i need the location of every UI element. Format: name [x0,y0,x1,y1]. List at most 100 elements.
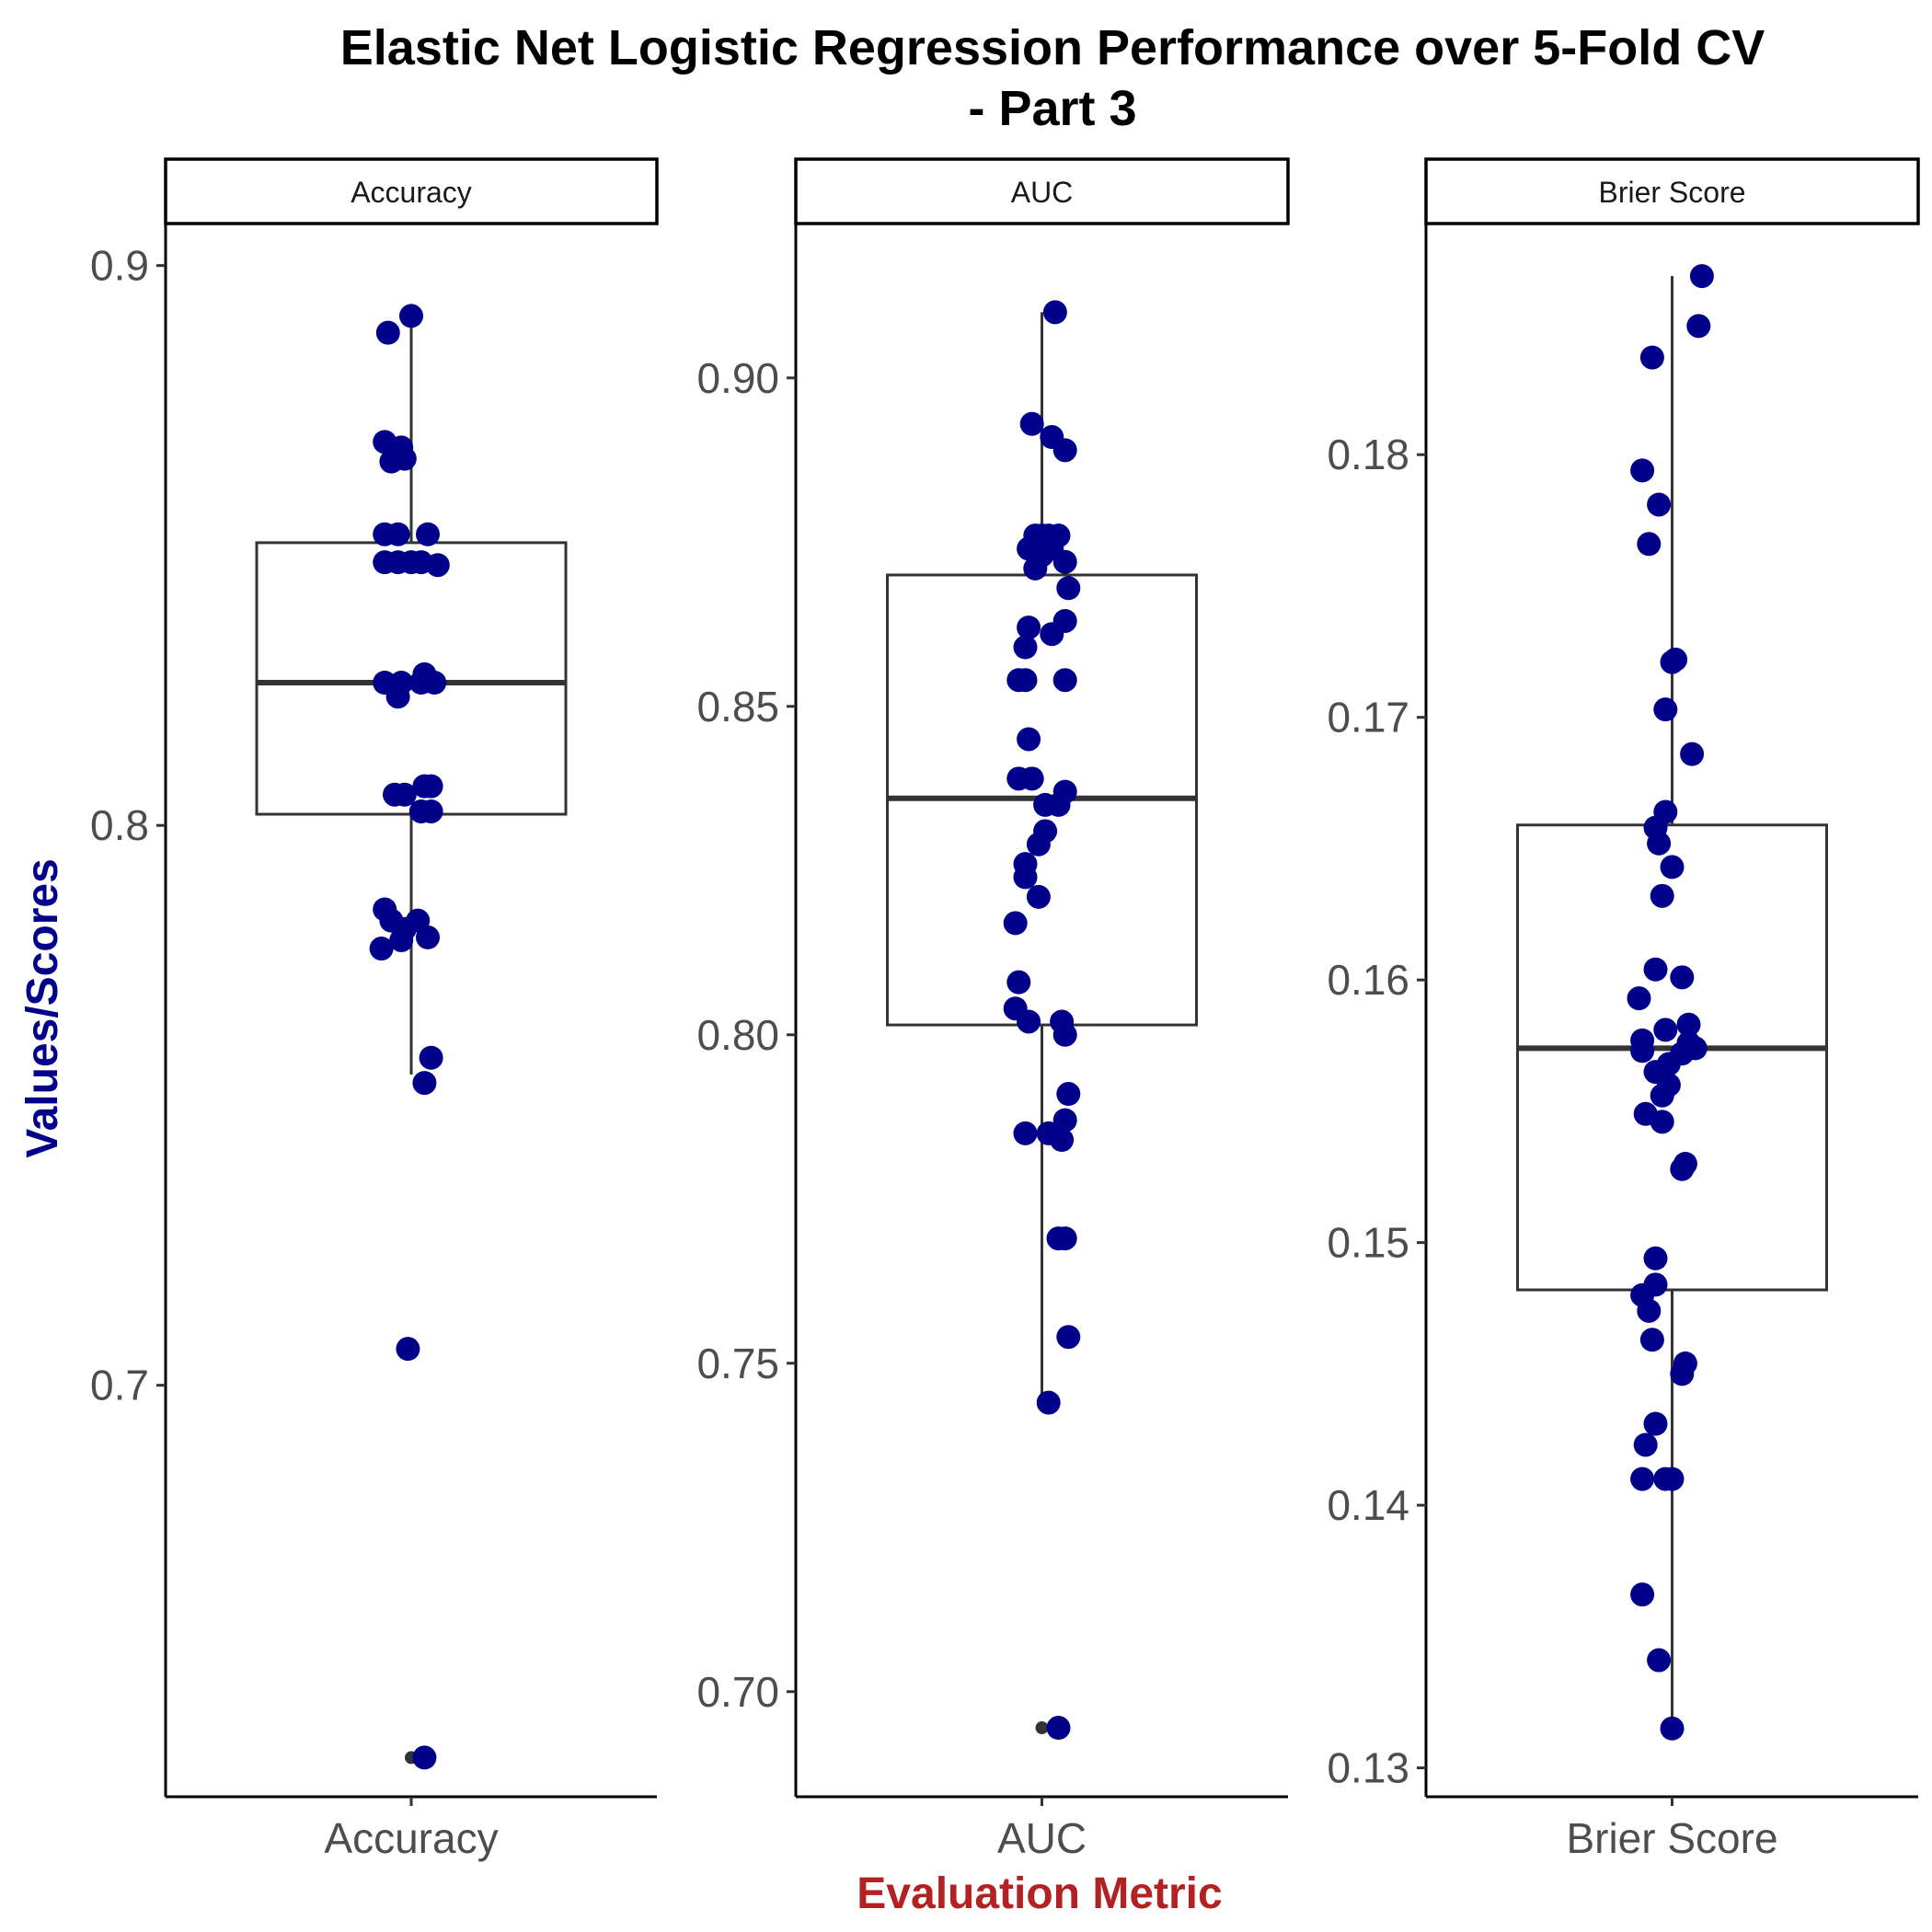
data-point [1019,411,1044,436]
data-point [1647,492,1672,517]
iqr-box [1516,823,1828,1292]
facet-auc: AUC 0.70 0.75 0.80 0.85 0.90 AUC [696,157,1290,1862]
data-point [1653,1018,1678,1042]
data-point [1643,1411,1668,1436]
data-point [1019,766,1044,791]
data-point [1639,1328,1664,1352]
data-point [1647,831,1672,856]
x-tick-label: Accuracy [324,1814,498,1862]
data-point [1026,884,1051,909]
strip-label: Accuracy [351,176,472,209]
data-point [1650,1110,1674,1134]
data-point [1653,697,1678,722]
data-point [1040,622,1064,647]
data-point [1643,1246,1668,1271]
data-point [392,782,417,807]
data-point [1036,1390,1061,1415]
data-point [1006,970,1031,995]
x-tick-label: Brier Score [1566,1814,1777,1862]
data-point [369,937,394,961]
y-tick-label: 0.16 [1327,956,1409,1004]
outlier-point [1035,1721,1049,1735]
data-point [1643,957,1668,982]
x-tick-label: AUC [997,1814,1087,1862]
data-point [419,799,443,823]
data-point [1660,1466,1685,1491]
data-point [1650,883,1674,908]
data-point [1052,1022,1077,1047]
data-point [392,446,417,471]
data-point [412,1071,437,1096]
data-point [1013,668,1038,693]
data-point [416,925,440,949]
facets: Accuracy 0.7 0.8 0.9 Accuracy AUC 0.70 0.75 0.8 0… [90,157,1920,1862]
data-point [1003,911,1028,936]
data-point [1052,668,1077,693]
chart-title-line1: Elastic Net Logistic Regression Performa… [340,20,1765,75]
data-point [1013,1121,1038,1145]
data-point [1050,1128,1075,1153]
y-tick-label: 0.75 [696,1340,779,1387]
data-point [1630,1582,1655,1607]
data-point [399,304,423,328]
y-tick-label: 0.85 [696,683,779,730]
y-tick-label: 0.17 [1327,694,1409,742]
data-point [1056,576,1081,601]
data-point [1670,965,1695,990]
data-point [1023,556,1048,581]
data-point [1663,647,1688,672]
y-tick-label: 0.8 [90,801,149,849]
facet-accuracy: Accuracy 0.7 0.8 0.9 Accuracy [90,157,659,1862]
data-point [389,927,414,952]
y-tick-label: 0.70 [696,1668,779,1716]
data-point [1046,792,1071,817]
y-tick-label: 0.18 [1327,431,1409,478]
data-point [1042,300,1067,325]
data-point [1650,1083,1674,1108]
data-point [1647,1648,1672,1673]
data-point [396,1337,420,1362]
data-point [1639,345,1664,370]
facet-brier-score: Brier Score 0.13 0.14 0.15 0.16 0.17 0.18 Brier… [1327,157,1920,1862]
data-point [385,522,410,546]
data-point [1026,832,1051,857]
y-tick-label: 0.14 [1327,1481,1409,1529]
data-point [1630,458,1655,483]
data-point [1017,615,1041,640]
data-point [1633,1432,1658,1457]
y-tick-label: 0.9 [90,242,149,290]
data-point [1689,264,1714,289]
strip-label: Brier Score [1598,176,1745,209]
strip-box [164,157,659,225]
data-point [1052,549,1077,574]
y-tick-label: 0.90 [696,354,779,402]
data-point [1637,1298,1662,1323]
strip-box [1424,157,1920,225]
data-point [1013,865,1038,890]
data-point [419,1045,443,1070]
data-point [412,661,437,686]
data-point [1056,1082,1081,1107]
data-point [1013,635,1038,660]
y-tick-label: 0.13 [1327,1744,1409,1792]
data-point [419,774,443,799]
data-point [1052,1108,1077,1133]
data-point [1637,532,1662,557]
data-point [425,553,450,578]
data-point [1670,1362,1695,1386]
data-point [1017,727,1041,752]
data-point [1680,742,1705,766]
data-point [385,684,410,709]
data-point [1046,1716,1071,1741]
strip-label: AUC [1011,176,1074,209]
data-point [416,522,440,546]
data-point [1630,1466,1655,1491]
chart-title-line2: - Part 3 [968,81,1136,136]
data-point [1670,1156,1695,1181]
data-point [1660,1716,1685,1741]
data-point [1630,1039,1655,1064]
data-point [375,320,400,345]
data-point [412,1745,437,1770]
y-tick-label: 0.7 [90,1362,149,1409]
